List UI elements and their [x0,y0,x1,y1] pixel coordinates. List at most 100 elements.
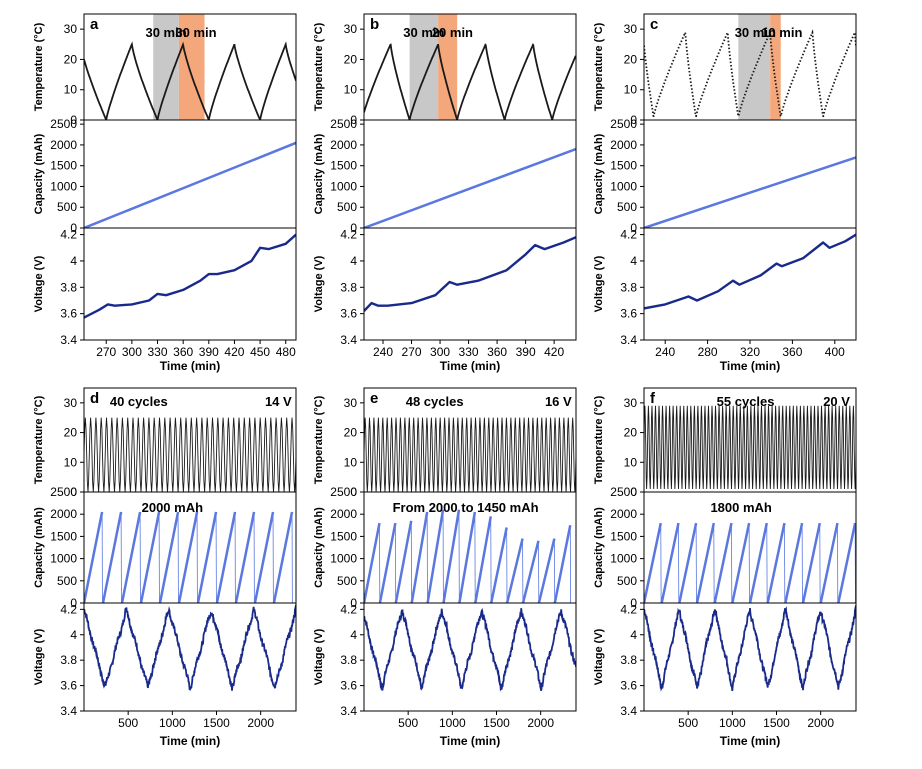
y-tick-label: 4 [630,628,637,642]
panel-letter: e [370,390,378,407]
y-tick-label: 10 [624,83,638,97]
series-group [364,417,576,492]
y-tick-label: 3.8 [60,280,77,294]
y-tick-label: 10 [344,455,358,469]
y-axis-label: Voltage (V) [313,628,325,685]
y-tick-label: 3.6 [340,679,357,693]
capacity-cycle [378,522,397,603]
capacity-cycle [442,509,461,603]
capacity-cycle [272,511,294,603]
temperature-series [644,405,856,490]
voltage-series [84,233,296,319]
x-tick-label: 500 [398,716,418,730]
y-axis-label: Voltage (V) [33,628,45,685]
x-tick-label: 480 [276,345,296,359]
y-axis-label: Temperature (°C) [313,395,325,484]
capacity-cycle [553,525,572,603]
annotation-label: 48 cycles [406,394,464,409]
x-tick-label: 280 [698,345,718,359]
x-tick-label: 360 [782,345,802,359]
y-tick-label: 2000 [610,507,637,521]
subplot-capacity: 0 500 1000 1500 2000 2500 Capacity (mAh) [33,117,297,235]
annotation-label: 10 min [761,25,802,40]
subplot-frame [363,227,577,341]
capacity-series [84,141,296,228]
capacity-cycle [84,511,104,603]
y-axis-label: Temperature (°C) [33,22,45,111]
capacity-cycle [196,511,218,603]
series-group [84,233,296,319]
y-tick-label: 0 [70,596,77,610]
y-tick-label: 0 [350,485,357,499]
capacity-cycle [489,527,508,603]
y-tick-label: 4.2 [620,602,637,616]
series-group [644,522,856,603]
y-axis-label: Temperature (°C) [313,22,325,111]
subplot-frame [363,119,577,229]
temperature-series [84,417,296,492]
y-axis-label: Voltage (V) [593,255,605,312]
y-tick-label: 20 [344,426,358,440]
y-tick-label: 20 [624,52,638,66]
x-tick-label: 330 [459,345,479,359]
y-tick-label: 2500 [330,485,357,499]
x-axis-label: Time (min) [160,359,220,373]
panel-letter: d [90,390,99,407]
x-tick-label: 450 [250,345,270,359]
x-tick-label: 270 [96,345,116,359]
y-tick-label: 1000 [330,552,357,566]
x-tick-label: 330 [148,345,168,359]
x-tick-label: 2000 [527,716,554,730]
y-tick-label: 2500 [330,117,357,131]
annotation-label: 30 min [403,25,444,40]
y-tick-label: 0 [70,113,77,127]
annotation-label: 30 min [145,25,186,40]
voltage-series [84,604,296,692]
annotation-label: 14 V [265,394,292,409]
subplot-temperature: 0 10 20 30 Temperature (°C) e 48 cycles 16 V [313,387,577,499]
x-tick-label: 320 [740,345,760,359]
y-tick-label: 0 [630,113,637,127]
subplot-frame [83,227,297,341]
subplot-voltage: 3.4 3.6 3.8 4 4.2 Voltage (V) [593,227,857,347]
panel-letter: c [650,16,658,33]
x-tick-label: 1500 [763,716,790,730]
capacity-cycle [713,522,733,603]
y-tick-label: 10 [64,83,78,97]
y-tick-label: 30 [344,396,358,410]
y-tick-label: 10 [64,455,78,469]
y-axis-label: Capacity (mAh) [593,507,605,588]
x-axis-label: Time (min) [720,734,780,748]
y-axis-label: Capacity (mAh) [313,133,325,214]
highlight-band [738,14,771,120]
y-tick-label: 1000 [50,179,77,193]
capacity-cycle [158,511,180,603]
panel-letter: f [650,390,656,407]
voltage-series [644,605,856,692]
y-axis-label: Temperature (°C) [33,395,45,484]
x-tick-label: 240 [655,345,675,359]
y-tick-label: 2000 [330,507,357,521]
annotation-label: 20 V [823,394,850,409]
annotation-label: 30 min [735,25,776,40]
y-axis-label: Voltage (V) [593,628,605,685]
x-tick-label: 400 [825,345,845,359]
y-tick-label: 3.6 [340,307,357,321]
series-group [644,605,856,692]
y-tick-label: 0 [350,596,357,610]
y-axis-label: Voltage (V) [33,255,45,312]
capacity-cycle [766,522,786,603]
temperature-series [84,41,296,120]
y-tick-label: 30 [64,396,78,410]
y-tick-label: 3.4 [60,704,77,718]
panel-f: 0 10 20 30 Temperature (°C) f 55 cycles 20 V 0 50… [593,387,857,748]
series-group [364,147,576,228]
temperature-series [644,29,856,118]
y-tick-label: 1500 [330,159,357,173]
annotation-label: From 2000 to 1450 mAh [393,500,539,515]
